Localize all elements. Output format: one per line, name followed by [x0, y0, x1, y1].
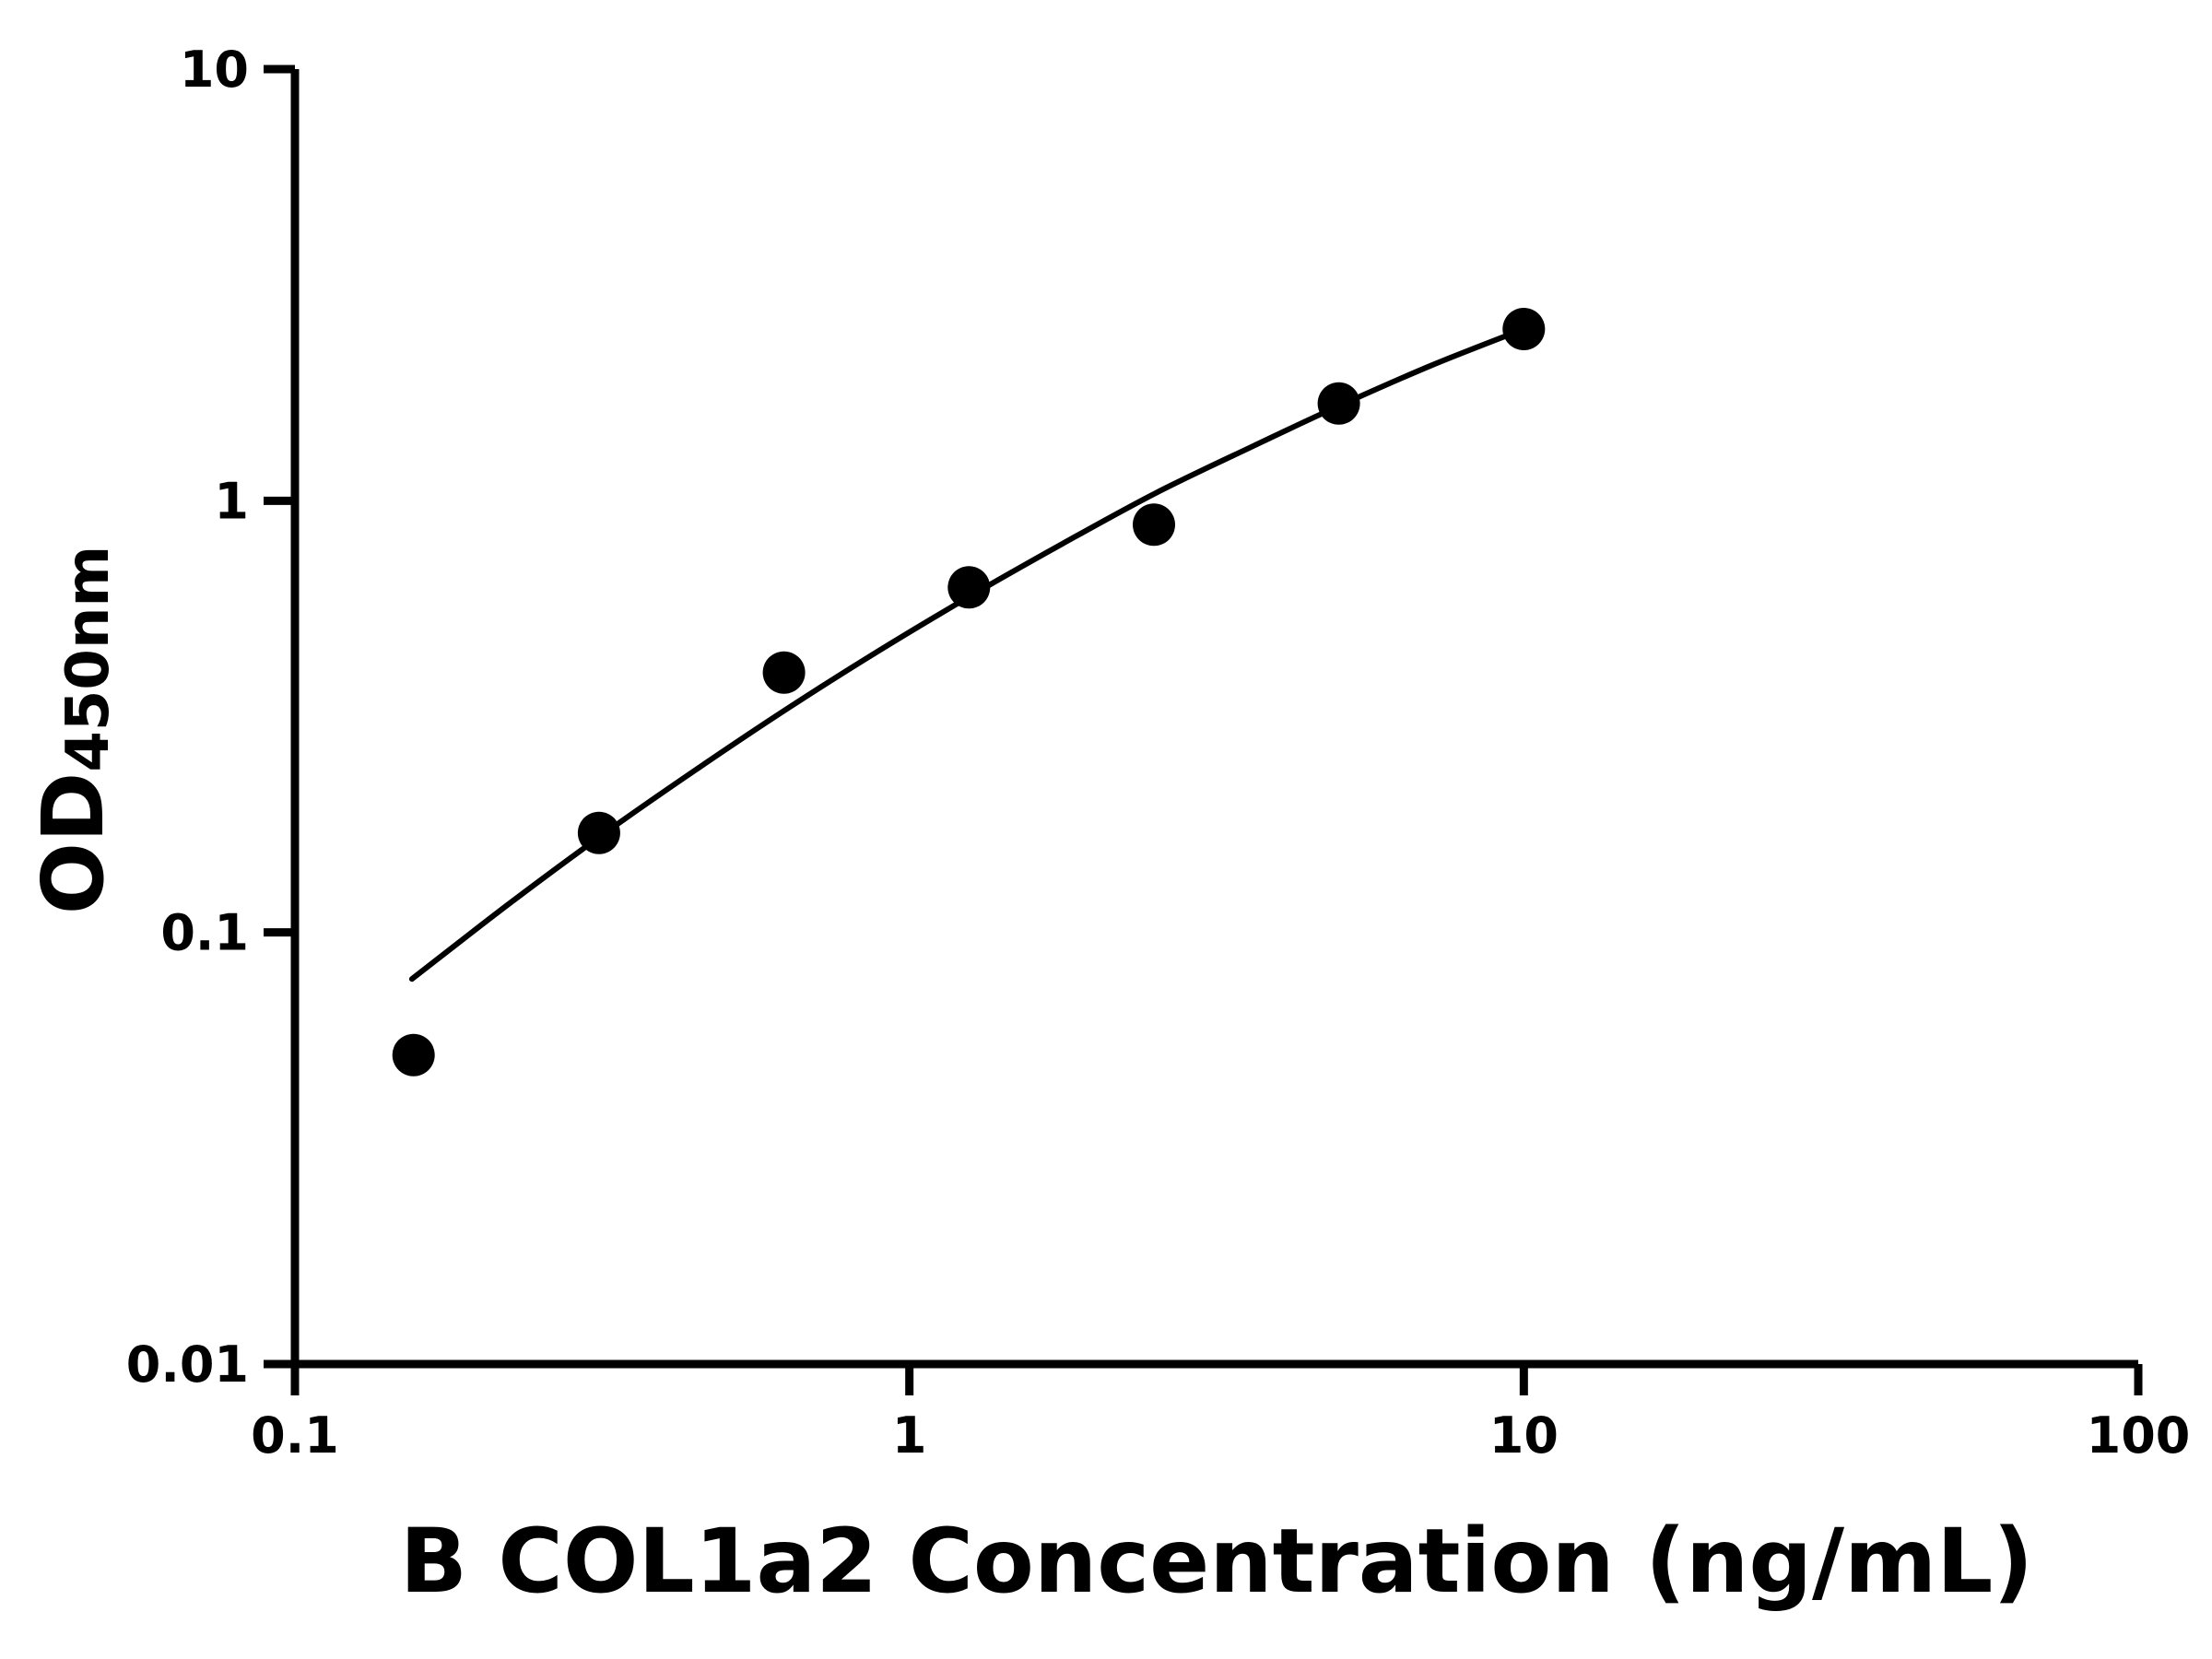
- data-point: [577, 811, 620, 854]
- y-axis-tick-label: 1: [214, 472, 249, 530]
- data-point: [947, 566, 991, 609]
- data-point: [392, 1033, 435, 1077]
- y-axis-title: OD 450nm: [24, 407, 123, 1053]
- data-point: [1317, 382, 1360, 425]
- axes-spine: [290, 69, 2138, 1369]
- data-point: [1502, 308, 1546, 350]
- x-axis-title: B COL1a2 Concentration (ng/mL): [399, 1510, 2034, 1613]
- data-point: [762, 651, 806, 694]
- x-axis-tick-label: 0.1: [251, 1406, 339, 1465]
- fit-curve: [408, 326, 1527, 982]
- x-axis-tick-label: 10: [1489, 1406, 1559, 1465]
- y-axis-title-main: OD: [24, 771, 123, 915]
- y-axis-tick-label: 0.01: [126, 1335, 249, 1394]
- y-axis-tick-label: 10: [180, 41, 249, 99]
- x-axis-tick-label: 1: [892, 1406, 927, 1465]
- y-axis-tick-label: 0.1: [160, 904, 249, 962]
- y-axis-title-subscript: 450nm: [54, 545, 123, 772]
- data-point: [1133, 503, 1175, 547]
- x-axis-tick-label: 100: [2087, 1406, 2191, 1465]
